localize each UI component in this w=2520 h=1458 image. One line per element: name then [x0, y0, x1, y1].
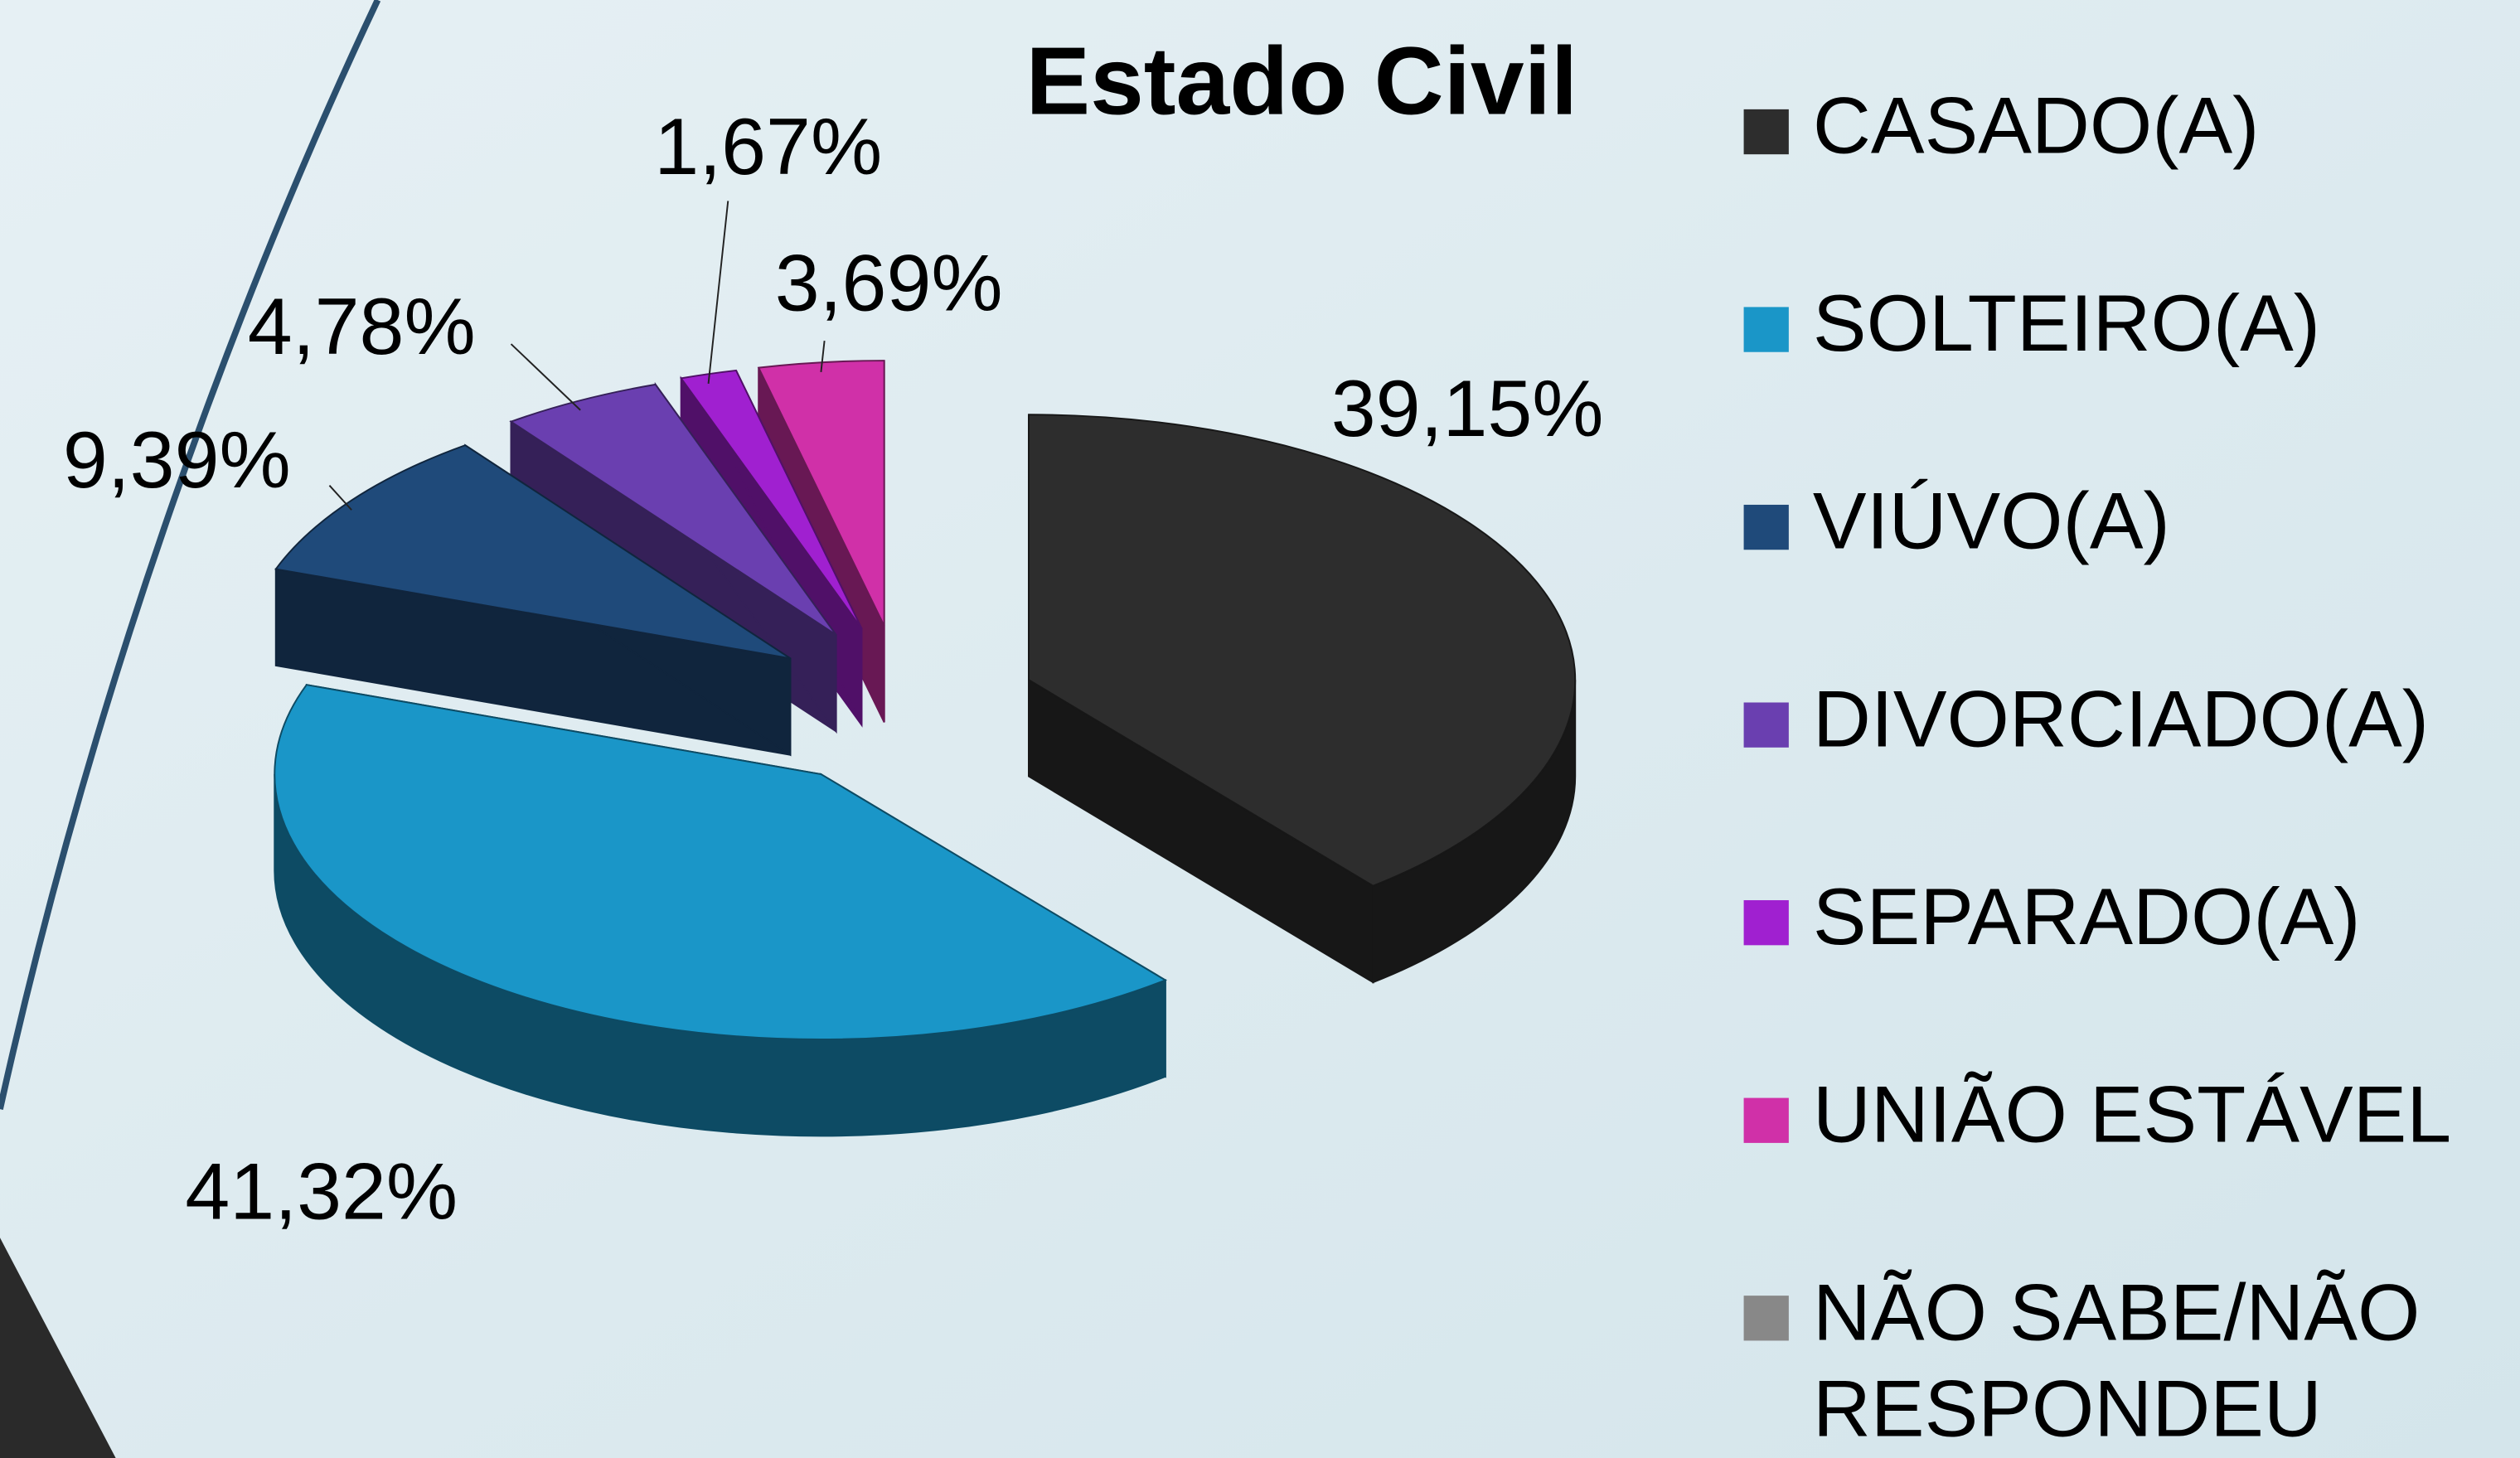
- data-label: 1,67%: [654, 101, 882, 191]
- leader-line: [328, 485, 352, 511]
- legend-label: DIVORCIADO(A): [1813, 673, 2429, 763]
- legend-swatch: [1743, 1097, 1789, 1143]
- data-label: 41,32%: [185, 1146, 458, 1236]
- chart-title: Estado Civil: [1026, 27, 1578, 134]
- legend-swatch: [1743, 504, 1789, 550]
- leader-line: [707, 201, 729, 384]
- data-label: 39,15%: [1331, 363, 1604, 453]
- data-label: 9,39%: [63, 414, 291, 505]
- leader-line: [510, 343, 581, 411]
- legend-label: CASADO(A): [1813, 80, 2260, 171]
- data-label: 3,69%: [775, 238, 1003, 328]
- decor-curve: [0, 0, 381, 1111]
- legend-swatch: [1743, 109, 1789, 155]
- slice: [1028, 414, 1577, 887]
- leader-line: [820, 341, 826, 372]
- legend-label: UNIÃO ESTÁVEL: [1813, 1068, 2451, 1159]
- decor-triangle: [0, 1238, 116, 1458]
- data-label: 4,78%: [248, 281, 476, 371]
- slice: [757, 360, 885, 627]
- legend-label: SEPARADO(A): [1813, 871, 2361, 962]
- slice: [274, 444, 791, 660]
- slice: [274, 684, 1168, 1040]
- legend-label: NÃO SABE/NÃO RESPONDEU: [1813, 1267, 2421, 1453]
- legend-swatch: [1743, 900, 1789, 946]
- legend-swatch: [1743, 1296, 1789, 1341]
- slice: [509, 383, 837, 636]
- legend-label: SOLTEIRO(A): [1813, 278, 2320, 368]
- legend-label: VIÚVO(A): [1813, 476, 2170, 566]
- legend-swatch: [1743, 702, 1789, 748]
- slice: [679, 369, 863, 629]
- legend-swatch: [1743, 307, 1789, 352]
